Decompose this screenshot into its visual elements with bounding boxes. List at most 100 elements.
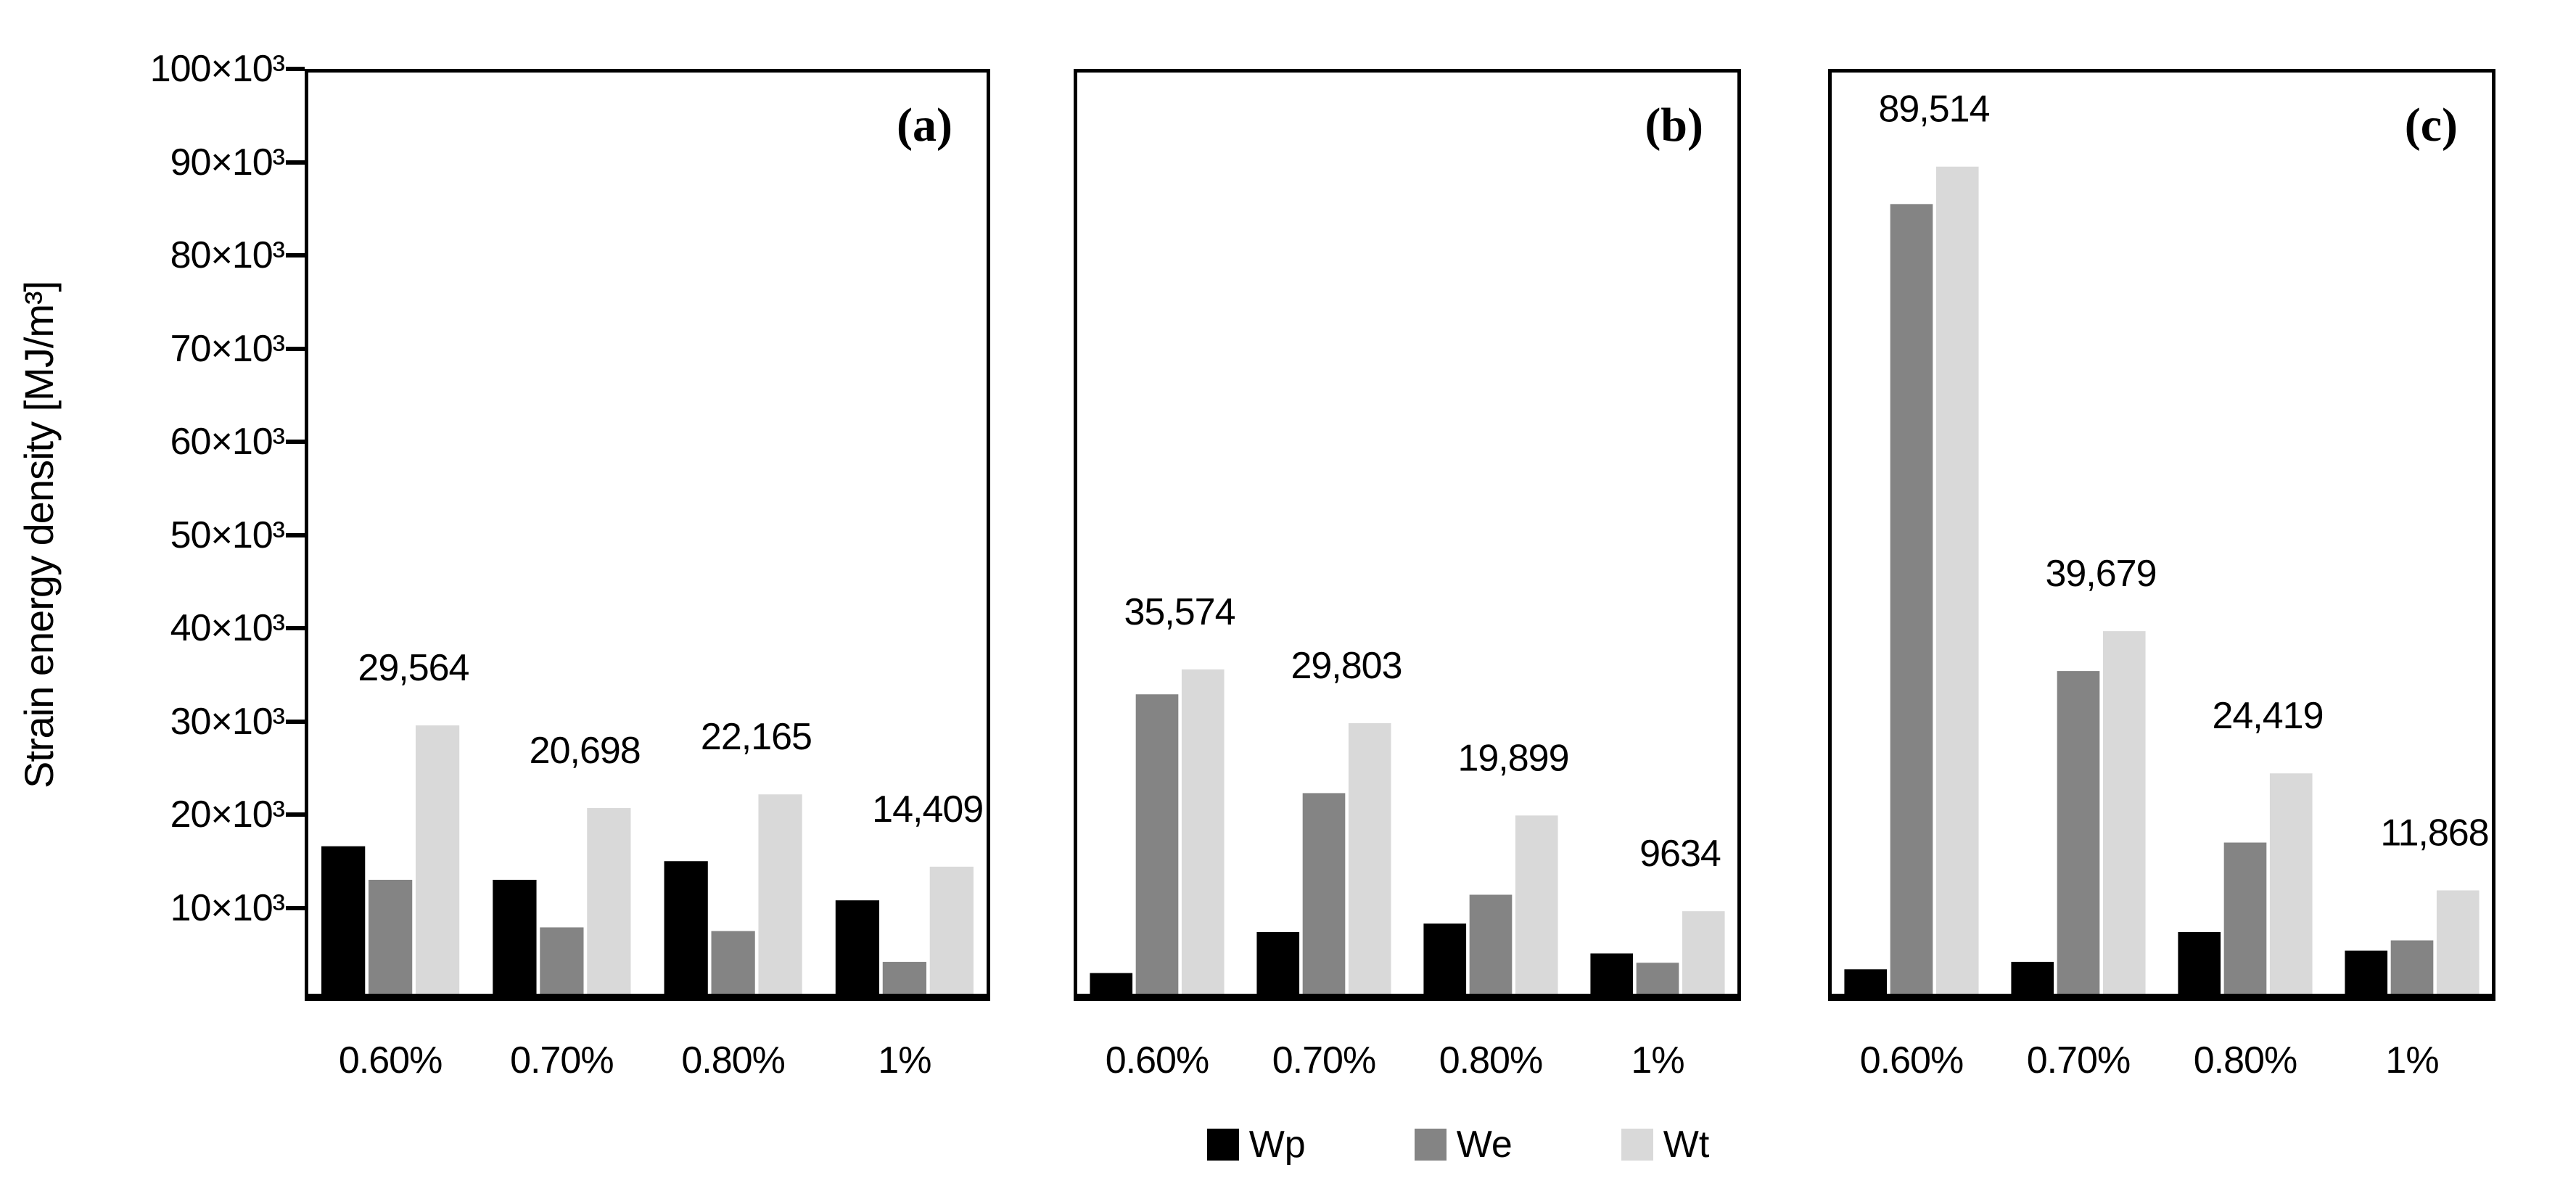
bar-wt-0.60% [1935,166,1979,1001]
y-tick-label: 50×10³ [170,514,285,556]
x-category-label: 1% [878,1039,931,1081]
bar-wp-0.80% [664,861,708,1001]
y-tick-label: 100×10³ [149,48,285,90]
wt-value-label: 9634 [1639,833,1721,875]
legend-label: Wt [1663,1124,1710,1166]
x-category-label: 0.80% [681,1039,785,1081]
panel-a-letter: (a) [897,99,952,152]
panel-b: 35,574 29,803 19,899 9634 (b) [1074,69,1741,1001]
legend-swatch-wt [1621,1129,1653,1161]
plot-border [305,69,990,1001]
bar-wt-1% [1682,911,1725,1001]
bar-wt-1% [929,866,974,1001]
y-tick-mark [286,346,305,351]
y-tick-label: 70×10³ [170,327,285,370]
bar-we-1% [2390,940,2434,1001]
y-tick-mark [286,905,305,910]
panel-a-chart: 29,564 20,698 22,165 14,409 [305,69,990,1001]
bar-we-0.80% [1469,894,1513,1001]
y-tick-mark [286,812,305,817]
bar-we-0.70% [540,927,584,1001]
bar-wt-1% [2436,890,2480,1001]
bar-wp-1% [2345,950,2388,1001]
x-axis-line [305,994,990,1001]
x-category-label: 1% [2385,1039,2439,1081]
bar-we-0.60% [369,879,413,1001]
wt-value-label: 14,409 [872,788,983,831]
wt-value-label: 20,698 [530,730,641,772]
x-category-label: 0.70% [2026,1039,2131,1081]
bar-we-0.80% [2223,842,2267,1001]
x-category-label: 0.70% [510,1039,614,1081]
bar-wt-0.80% [1515,815,1558,1001]
x-category-label: 0.80% [2193,1039,2297,1081]
panel-b-x-labels: 0.60% 0.70% 0.80% 1% [1074,1017,1741,1097]
bar-we-0.60% [1135,694,1179,1001]
panel-b-letter: (b) [1645,99,1703,152]
y-tick-mark [286,719,305,724]
x-axis-line [1828,994,2495,1001]
panel-a: 29,564 20,698 22,165 14,409 (a) [305,69,990,1001]
wt-value-label: 22,165 [701,716,812,758]
panel-b-chart: 35,574 29,803 19,899 9634 [1074,69,1741,1001]
wt-value-label: 39,679 [2045,553,2156,595]
bar-wp-0.70% [1256,931,1300,1001]
y-tick-label: 80×10³ [170,234,285,276]
legend-label: Wp [1248,1124,1306,1166]
x-category-label: 0.60% [1859,1039,1964,1081]
bar-we-0.70% [1302,793,1346,1001]
wt-value-label: 19,899 [1457,737,1568,779]
panel-c-letter: (c) [2404,99,2458,152]
y-tick-label: 60×10³ [170,421,285,463]
panel-c-chart: 89,514 39,679 24,419 11,868 [1828,69,2495,1001]
x-category-label: 0.70% [1272,1039,1376,1081]
bar-wt-0.70% [2102,631,2146,1001]
legend-label: We [1456,1124,1513,1166]
wt-value-label: 24,419 [2212,695,2323,737]
y-tick-label: 90×10³ [170,141,285,184]
y-tick-mark [286,626,305,630]
bar-we-0.80% [711,931,755,1001]
bar-wt-0.80% [758,794,802,1001]
bar-wp-1% [835,900,880,1001]
bar-wp-0.60% [321,846,366,1001]
y-tick-label: 40×10³ [170,607,285,649]
wt-value-label: 29,564 [358,647,469,689]
y-tick-label: 20×10³ [170,794,285,836]
wt-value-label: 89,514 [1878,88,1989,131]
legend-item-wt: Wt [1621,1123,1710,1166]
legend-swatch-we [1414,1129,1447,1161]
x-category-label: 0.60% [338,1039,443,1081]
y-tick-mark [286,532,305,537]
y-tick-mark [286,253,305,257]
legend: Wp We Wt [1074,1123,1843,1166]
y-tick-mark [286,160,305,165]
bar-wt-0.60% [1181,669,1225,1001]
y-tick-mark [286,440,305,444]
panel-c-x-labels: 0.60% 0.70% 0.80% 1% [1828,1017,2495,1097]
bar-wt-0.70% [1348,723,1391,1001]
bar-wt-0.70% [587,808,631,1001]
bar-wp-1% [1590,953,1634,1001]
y-axis-title: Strain energy density [MJ/m³] [16,281,62,789]
legend-swatch-wp [1206,1129,1239,1161]
bar-we-0.70% [2057,671,2100,1001]
bar-we-0.60% [1890,204,1933,1001]
bar-wp-0.80% [2178,931,2221,1001]
panel-c: 89,514 39,679 24,419 11,868 (c) [1828,69,2495,1001]
bar-wt-0.80% [2269,773,2313,1001]
wt-value-label: 29,803 [1291,645,1402,687]
y-tick-label: 10×10³ [170,886,285,929]
bar-wp-0.80% [1423,923,1467,1001]
panel-a-x-labels: 0.60% 0.70% 0.80% 1% [305,1017,990,1097]
x-category-label: 1% [1631,1039,1684,1081]
legend-item-wp: Wp [1206,1123,1306,1166]
x-category-label: 0.60% [1105,1039,1209,1081]
y-tick-mark [286,67,305,71]
x-category-label: 0.80% [1439,1039,1543,1081]
y-tick-label: 30×10³ [170,700,285,743]
bar-wt-0.60% [415,725,460,1001]
legend-item-we: We [1414,1123,1513,1166]
bar-wp-0.70% [493,879,537,1001]
